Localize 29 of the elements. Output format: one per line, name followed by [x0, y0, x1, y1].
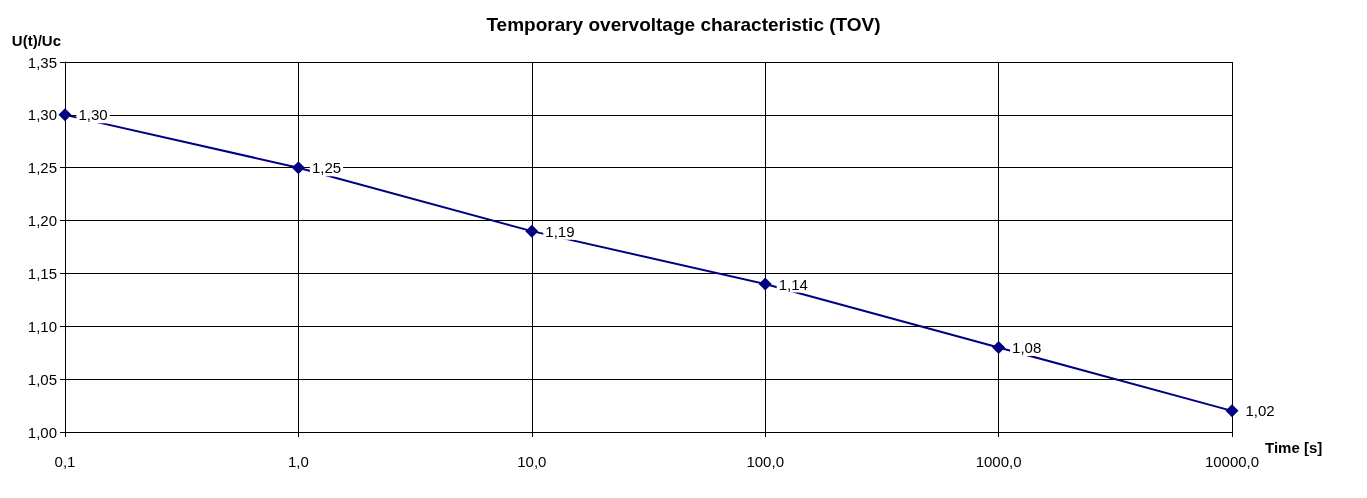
y-tick-label: 1,10 [27, 317, 57, 335]
chart-title: Temporary overvoltage characteristic (TOV) [486, 14, 881, 35]
y-tick-label: 1,05 [27, 370, 57, 388]
x-axis-title: Time [s] [1265, 439, 1323, 456]
data-label: 1,30 [78, 106, 108, 124]
x-tick-label: 0,1 [54, 453, 76, 470]
point [525, 224, 539, 238]
data-label: 1,08 [1012, 338, 1042, 356]
x-tick-label: 1000,0 [975, 453, 1022, 470]
x-tick-label: 10000,0 [1204, 453, 1260, 470]
point [291, 161, 305, 175]
y-tick-label: 1,20 [27, 212, 57, 230]
point [58, 108, 72, 122]
y-tick-label: 1,25 [27, 159, 57, 177]
point [758, 277, 772, 291]
y-tick-label: 1,00 [27, 423, 57, 441]
y-tick-label: 1,15 [27, 264, 57, 282]
data-label: 1,25 [311, 159, 342, 177]
point [992, 340, 1006, 354]
data-label: 1,14 [778, 275, 808, 293]
point [1225, 404, 1239, 418]
data-label: 1,02 [1245, 402, 1275, 420]
x-tick-label: 100,0 [746, 453, 784, 470]
y-tick-label: 1,35 [27, 53, 57, 71]
y-tick-label: 1,30 [27, 106, 57, 124]
x-tick-label: 10,0 [517, 453, 547, 470]
y-axis-title: U(t)/Uc [11, 32, 61, 49]
data-label: 1,19 [545, 222, 575, 240]
x-tick-label: 1,0 [287, 453, 309, 470]
